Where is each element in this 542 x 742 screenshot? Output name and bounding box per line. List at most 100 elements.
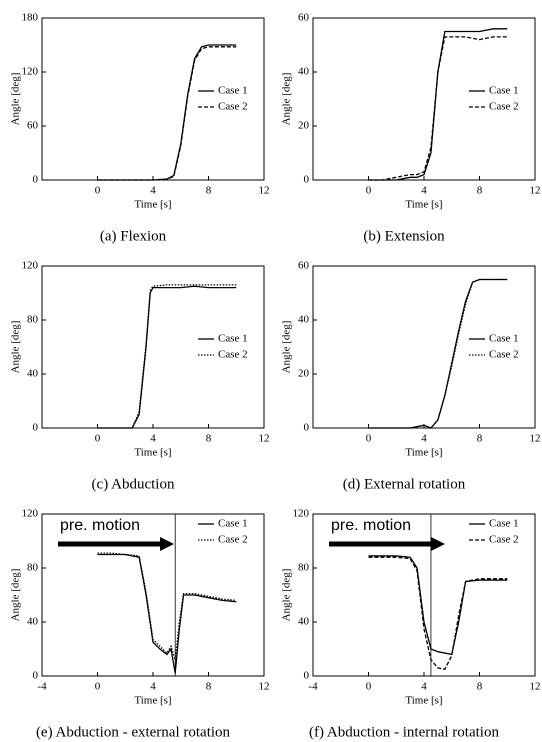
x-tick-label: 12 [530,433,541,445]
x-tick-label: 4 [421,185,427,197]
x-tick-label: 12 [530,185,541,197]
x-tick-label: 0 [95,681,101,693]
data-line [369,280,508,429]
y-tick-label: 120 [22,260,39,272]
caption: (e) Abduction - external rotation [36,724,231,740]
y-tick-label: 40 [298,66,310,78]
x-tick-label: 8 [206,681,212,693]
x-tick-label: 12 [530,681,541,693]
annotation-arrow-head [431,537,445,551]
y-tick-label: 180 [22,12,39,24]
data-line [98,555,237,674]
caption: (b) Extension [363,228,445,244]
y-tick-label: 120 [22,508,39,520]
x-axis-label: Time [s] [405,199,442,211]
x-axis-label: Time [s] [134,199,171,211]
y-tick-label: 0 [304,174,310,186]
legend-label: Case 2 [489,349,519,361]
x-tick-label: 12 [259,681,270,693]
y-tick-label: 60 [27,120,39,132]
data-line [98,286,237,428]
y-axis-label: Angle [deg] [281,569,293,622]
y-tick-label: 20 [298,120,310,132]
y-tick-label: 0 [33,174,39,186]
x-tick-label: 4 [421,433,427,445]
caption: (d) External rotation [343,476,466,492]
data-line [369,556,508,655]
x-tick-label: 8 [206,185,212,197]
y-tick-label: 40 [298,616,310,628]
y-tick-label: 40 [27,616,39,628]
x-axis-label: Time [s] [134,447,171,459]
y-tick-label: 120 [22,66,39,78]
x-tick-label: 4 [150,433,156,445]
caption: (f) Abduction - internal rotation [309,724,499,740]
plot-frame [42,18,264,180]
x-tick-label: 0 [95,433,101,445]
y-tick-label: 20 [298,368,310,380]
legend-label: Case 2 [489,101,519,113]
legend-label: Case 1 [218,333,248,345]
x-tick-label: 8 [206,433,212,445]
legend-label: Case 1 [489,333,519,345]
x-axis-label: Time [s] [405,447,442,459]
y-tick-label: 0 [304,422,310,434]
data-line [98,45,237,180]
legend-label: Case 2 [489,534,519,546]
caption: (c) Abduction [92,476,175,492]
legend-label: Case 1 [218,85,248,97]
y-tick-label: 40 [298,314,310,326]
y-axis-label: Angle [deg] [10,321,22,374]
y-tick-label: 60 [298,260,310,272]
y-axis-label: Angle [deg] [281,321,293,374]
legend-label: Case 1 [218,518,248,530]
plot-frame [313,266,535,428]
x-tick-label: -4 [37,681,47,693]
annotation: pre. motion [331,517,411,534]
y-tick-label: 80 [298,562,310,574]
legend-label: Case 1 [489,85,519,97]
x-tick-label: 4 [150,185,156,197]
figure: 06012018004812Time [s]Angle [deg](a) Fle… [0,0,542,742]
x-axis-label: Time [s] [405,695,442,707]
data-line [369,29,508,180]
panel: 0 20 40 60 0 4 8 12 Time [s] Angle [deg] (d) Exter… [281,260,541,493]
plot-frame [42,266,264,428]
plot-frame [313,18,535,180]
data-line [98,285,237,428]
y-axis-label: Angle [deg] [281,73,293,126]
y-tick-label: 80 [27,314,39,326]
x-tick-label: 12 [259,433,270,445]
y-tick-label: 120 [293,508,310,520]
data-line [369,280,508,429]
annotation-arrow-head [160,537,174,551]
x-tick-label: 0 [366,185,372,197]
legend-label: Case 2 [218,101,248,113]
x-tick-label: 0 [366,433,372,445]
legend-label: Case 2 [218,534,248,546]
y-tick-label: 40 [27,368,39,380]
data-line [98,47,237,180]
y-tick-label: 80 [27,562,39,574]
x-axis-label: Time [s] [134,695,171,707]
y-axis-label: Angle [deg] [10,569,22,622]
data-line [369,557,508,669]
legend-label: Case 1 [489,518,519,530]
x-tick-label: 12 [259,185,270,197]
legend-label: Case 2 [218,349,248,361]
x-tick-label: 8 [477,681,483,693]
x-tick-label: 4 [421,681,427,693]
x-tick-label: 8 [477,433,483,445]
x-tick-label: 0 [95,185,101,197]
x-tick-label: 4 [150,681,156,693]
annotation: pre. motion [60,517,140,534]
x-tick-label: 0 [366,681,372,693]
caption: (a) Flexion [100,228,167,244]
y-tick-label: 60 [298,12,310,24]
y-tick-label: 0 [33,422,39,434]
x-tick-label: -4 [308,681,318,693]
